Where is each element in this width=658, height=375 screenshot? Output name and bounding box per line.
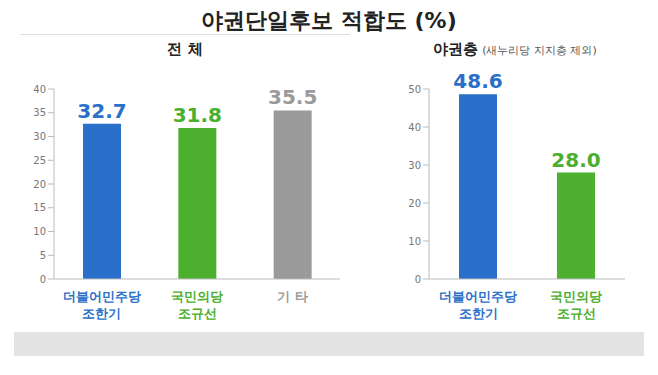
svg-text:조규선: 조규선: [178, 306, 217, 321]
svg-text:20: 20: [408, 198, 421, 209]
svg-text:더불어민주당: 더불어민주당: [439, 289, 517, 304]
svg-text:20: 20: [33, 179, 46, 190]
svg-text:48.6: 48.6: [453, 69, 502, 93]
svg-text:35.5: 35.5: [268, 85, 317, 109]
svg-text:0: 0: [40, 274, 46, 285]
svg-text:조한기: 조한기: [82, 306, 121, 321]
svg-text:40: 40: [33, 84, 46, 95]
svg-text:10: 10: [33, 226, 46, 237]
svg-text:10: 10: [408, 236, 421, 247]
svg-text:25: 25: [33, 155, 46, 166]
svg-text:0: 0: [415, 274, 421, 285]
html-text:야권층 (새누리당 지지층 제외): 야권층 (새누리당 지지층 제외): [433, 40, 597, 58]
svg-text:31.8: 31.8: [173, 103, 222, 127]
svg-text:국민의당: 국민의당: [171, 289, 223, 304]
html-text:야권단일후보 적합도 (%): 야권단일후보 적합도 (%): [201, 8, 457, 33]
svg-text:30: 30: [33, 131, 46, 142]
svg-text:32.7: 32.7: [77, 99, 126, 123]
svg-text:국민의당: 국민의당: [550, 289, 602, 304]
svg-text:조규선: 조규선: [557, 306, 596, 321]
html-text:전 체: 전 체: [167, 40, 203, 58]
svg-text:50: 50: [408, 84, 421, 95]
svg-text:5: 5: [40, 250, 46, 261]
svg-text:더불어민주당: 더불어민주당: [63, 289, 141, 304]
svg-text:28.0: 28.0: [551, 148, 600, 172]
svg-text:조한기: 조한기: [459, 306, 498, 321]
svg-text:15: 15: [33, 202, 46, 213]
svg-text:기 타: 기 타: [277, 289, 308, 304]
svg-text:35: 35: [33, 107, 46, 118]
svg-text:30: 30: [408, 160, 421, 171]
svg-text:40: 40: [408, 122, 421, 133]
